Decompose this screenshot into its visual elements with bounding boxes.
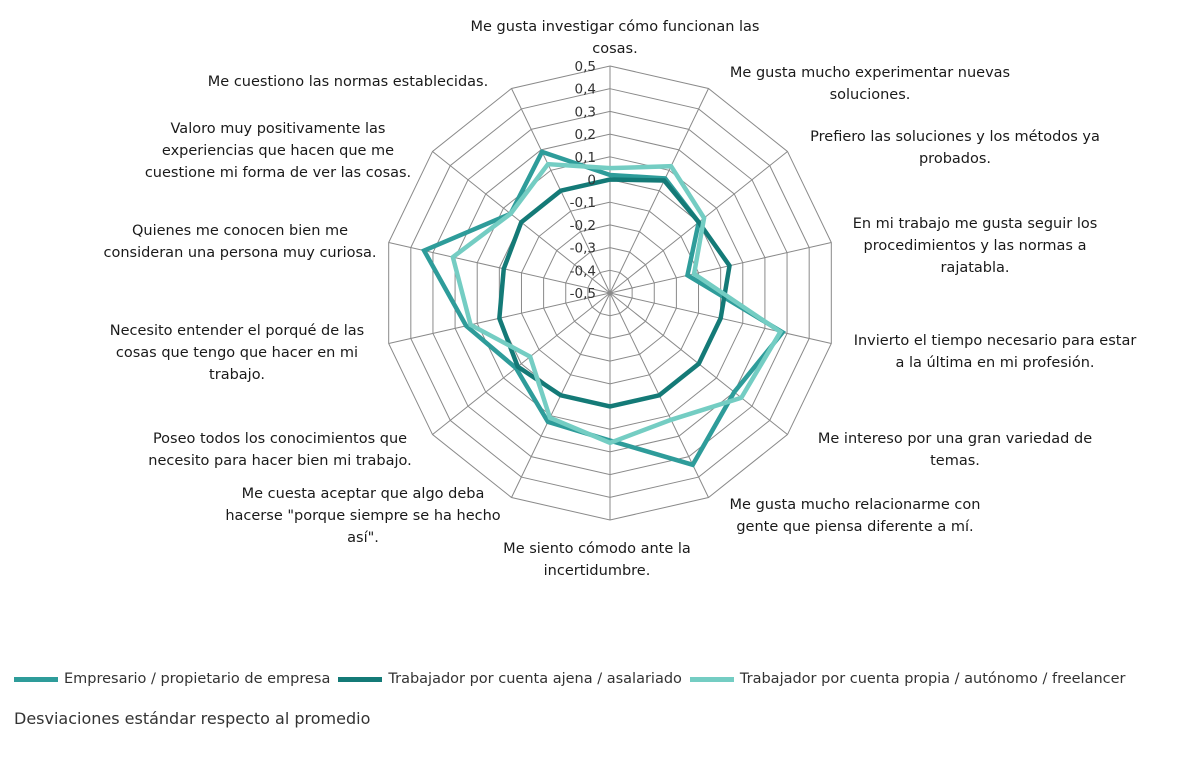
axis-label-line: Poseo todos los conocimientos que	[152, 431, 408, 447]
tick-label: 0,4	[575, 82, 596, 98]
radar-chart: 0,5 0,4 0,3 0,2 0,1 0 -0,1 -0,2 -0,3 -0,4 -0,5	[388, 59, 832, 521]
axis-label: Me cuestiono las normas establecidas.	[208, 71, 488, 93]
axis-label-line: Me gusta mucho experimentar nuevas	[729, 65, 1011, 81]
axis-label: Me gusta mucho relacionarme con gente que…	[730, 494, 981, 538]
axis-label-line: experiencias que hacen que me	[161, 143, 395, 159]
legend-label: Trabajador por cuenta ajena / asalariado	[388, 671, 682, 687]
axis-label: Me siento cómodo ante la incertidumbre.	[503, 538, 691, 582]
axis-label-line: cosas.	[592, 41, 638, 57]
axis-label-line: Me cuesta aceptar que algo deba	[241, 486, 485, 502]
axis-label-line: consideran una persona muy curiosa.	[103, 245, 377, 261]
axis-label: Invierto el tiempo necesario para estar a…	[854, 330, 1137, 374]
axis-label-line: Quienes me conocen bien me	[131, 223, 349, 239]
legend-item-autonomo: Trabajador por cuenta propia / autónomo …	[689, 671, 1126, 687]
legend-label: Empresario / propietario de empresa	[64, 671, 331, 687]
tick-label: 0,3	[575, 104, 596, 120]
axis-label-line: incertidumbre.	[543, 563, 651, 579]
axis-label-line: cosas que tengo que hacer en mi	[115, 345, 359, 361]
axis-label-line: Me gusta investigar cómo funcionan las	[470, 19, 760, 35]
axis-label-line: hacerse "porque siempre se ha hecho	[225, 508, 501, 524]
axis-label-line: Me gusta mucho relacionarme con	[729, 497, 981, 513]
legend-swatch	[689, 676, 734, 682]
series-line-1	[497, 177, 732, 409]
legend-item-empresario: Empresario / propietario de empresa	[14, 671, 330, 687]
legend-label: Trabajador por cuenta propia / autónomo …	[739, 671, 1126, 687]
axis-label-line: Me siento cómodo ante la	[503, 541, 691, 557]
tick-label: 0,1	[575, 150, 596, 166]
tick-label: -0,1	[570, 195, 596, 211]
legend: Empresario / propietario de empresa Trab…	[14, 671, 1134, 687]
tick-label: 0	[587, 173, 596, 189]
axis-label-line: Necesito entender el porqué de las	[109, 323, 365, 339]
axis-label-line: En mi trabajo me gusta seguir los	[852, 216, 1098, 232]
axis-label-line: Valoro muy positivamente las	[170, 121, 386, 137]
axis-label-line: cuestione mi forma de ver las cosas.	[144, 165, 412, 181]
grid-spoke	[609, 242, 832, 294]
tick-label: -0,5	[570, 286, 596, 302]
axis-label-line: temas.	[930, 453, 980, 469]
tick-label: -0,4	[570, 263, 596, 279]
legend-item-asalariado: Trabajador por cuenta ajena / asalariado	[338, 671, 682, 687]
chart-subtitle: Desviaciones estándar respecto al promed…	[14, 709, 371, 728]
axis-label-line: gente que piensa diferente a mí.	[736, 519, 974, 535]
tick-label: -0,3	[570, 241, 596, 257]
axis-label: Me gusta investigar cómo funcionan las co…	[471, 16, 760, 60]
tick-label: 0,5	[575, 59, 596, 75]
legend-swatch	[14, 676, 58, 682]
axis-label-line: así".	[347, 530, 379, 546]
axis-label-line: Prefiero las soluciones y los métodos ya	[810, 129, 1100, 145]
axis-label: En mi trabajo me gusta seguir los procedi…	[853, 213, 1098, 279]
series-line-2	[450, 161, 784, 446]
axis-label-line: Me intereso por una gran variedad de	[817, 431, 1093, 447]
axis-label: Quienes me conocen bien me consideran una…	[103, 220, 376, 264]
axis-label-line: Invierto el tiempo necesario para estar	[853, 333, 1137, 349]
axis-label-line: Me cuestiono las normas establecidas.	[207, 74, 489, 90]
tick-label: 0,2	[575, 127, 596, 143]
axis-label: Me intereso por una gran variedad de tema…	[818, 428, 1092, 472]
axis-label-line: trabajo.	[209, 367, 265, 383]
tick-label: -0,2	[570, 218, 596, 234]
axis-label: Prefiero las soluciones y los métodos ya…	[810, 126, 1100, 170]
axis-label: Poseo todos los conocimientos que necesit…	[148, 428, 411, 472]
axis-label: Valoro muy positivamente las experiencias…	[145, 118, 411, 184]
axis-label: Necesito entender el porqué de las cosas …	[110, 320, 364, 386]
axis-label: Me cuesta aceptar que algo deba hacerse "…	[225, 483, 500, 549]
axis-label-line: soluciones.	[829, 87, 911, 103]
grid-spoke	[432, 292, 611, 435]
axis-label-line: rajatabla.	[940, 260, 1010, 276]
axis-label-line: a la última en mi profesión.	[895, 355, 1095, 371]
legend-swatch	[338, 676, 383, 682]
axis-label: Me gusta mucho experimentar nuevas soluci…	[730, 62, 1010, 106]
axis-label-line: procedimientos y las normas a	[863, 238, 1087, 254]
grid-spoke	[609, 88, 709, 294]
axis-label-line: probados.	[918, 151, 992, 167]
axis-label-line: necesito para hacer bien mi trabajo.	[148, 453, 412, 469]
